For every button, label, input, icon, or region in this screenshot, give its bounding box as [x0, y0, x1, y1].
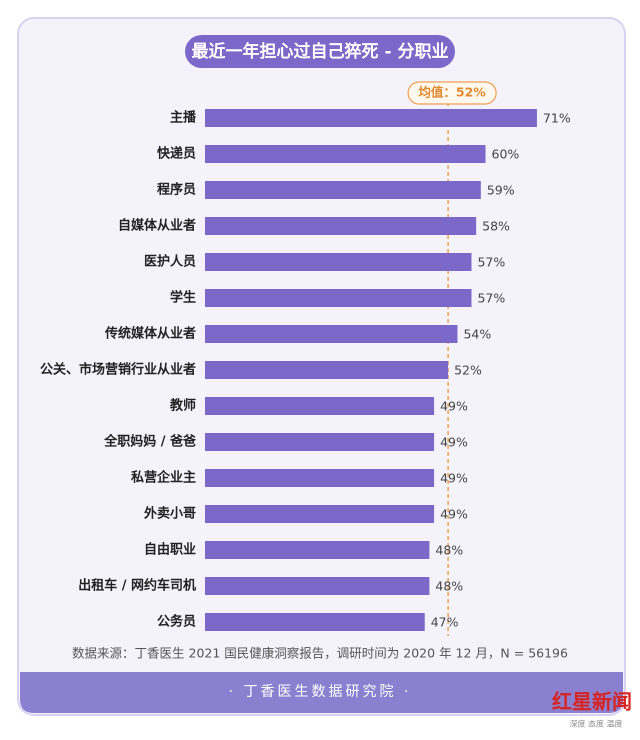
value-label: 48% — [435, 579, 463, 594]
value-label: 58% — [482, 219, 510, 234]
category-label: 公务员 — [157, 614, 196, 630]
bar — [205, 145, 486, 163]
value-label: 52% — [454, 363, 482, 378]
category-label: 医护人员 — [144, 254, 196, 270]
value-label: 49% — [440, 435, 468, 450]
source-note: 数据来源：丁香医生 2021 国民健康洞察报告，调研时间为 2020 年 12 … — [72, 646, 568, 661]
category-label: 自由职业 — [144, 542, 196, 558]
bar — [205, 109, 537, 127]
value-label: 49% — [440, 507, 468, 522]
bar — [205, 253, 472, 271]
footer-band — [20, 672, 623, 713]
category-label: 自媒体从业者 — [118, 218, 196, 234]
value-label: 47% — [431, 615, 459, 630]
title-pill — [185, 35, 455, 68]
footer-text: · 丁香医生数据研究院 · — [229, 684, 412, 700]
category-label: 外卖小哥 — [143, 506, 196, 522]
bar — [205, 397, 435, 415]
category-label: 主播 — [170, 110, 197, 126]
bar — [205, 541, 430, 559]
category-label: 程序员 — [157, 182, 196, 198]
bar — [205, 469, 435, 487]
category-label: 教师 — [169, 398, 196, 414]
value-label: 49% — [440, 399, 468, 414]
chart-title: 最近一年担心过自己猝死 - 分职业 — [192, 41, 449, 62]
value-label: 49% — [440, 471, 468, 486]
bar — [205, 289, 472, 307]
bar — [205, 217, 477, 235]
category-label: 出租车 / 网约车司机 — [78, 578, 196, 594]
bar — [205, 361, 449, 379]
bar — [205, 577, 430, 595]
category-label: 传统媒体从业者 — [104, 326, 196, 342]
value-label: 71% — [543, 111, 571, 126]
logo-name: 红星新闻 — [552, 690, 632, 714]
mean-label: 均值：52% — [418, 85, 486, 100]
value-label: 54% — [463, 327, 491, 342]
value-label: 60% — [492, 147, 520, 162]
bar — [205, 505, 435, 523]
value-label: 57% — [477, 255, 505, 270]
logo-slogan: 深度 态度 温度 — [569, 719, 622, 729]
category-label: 学生 — [170, 290, 196, 306]
category-label: 快递员 — [157, 146, 196, 162]
bar — [205, 613, 425, 631]
mean-label-box — [407, 81, 497, 105]
value-label: 59% — [487, 183, 515, 198]
value-label: 57% — [477, 291, 505, 306]
value-label: 48% — [435, 543, 463, 558]
category-label: 私营企业主 — [131, 470, 196, 486]
bar — [205, 181, 481, 199]
category-label: 公关、市场营销行业从业者 — [40, 362, 196, 378]
bar — [205, 325, 458, 343]
bar — [205, 433, 435, 451]
category-label: 全职妈妈 / 爸爸 — [103, 434, 196, 450]
